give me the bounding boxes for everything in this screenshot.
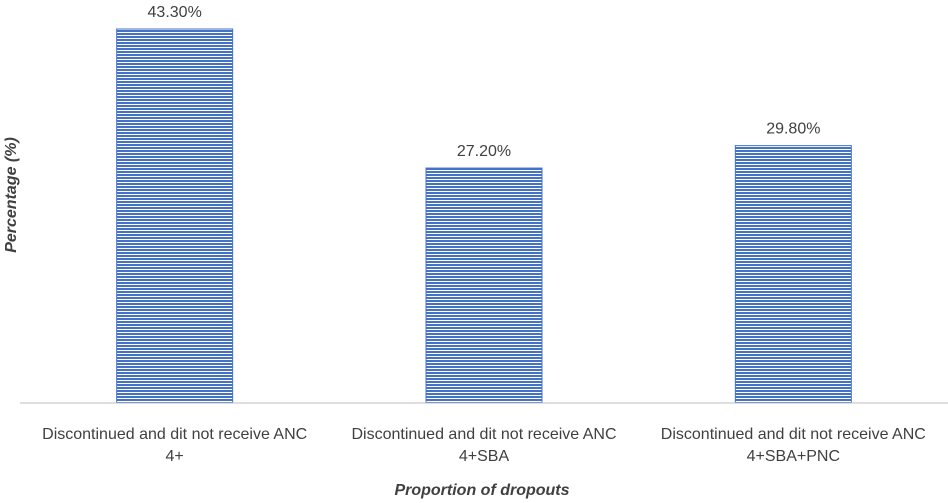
bar-3 [734,145,852,404]
x-axis-title: Proportion of dropouts [394,482,569,499]
x-tick-label-1-line-1: Discontinued and dit not receive ANC [42,426,307,443]
x-tick-label-3-line-1: Discontinued and dit not receive ANC [661,426,926,443]
y-axis-title: Percentage (%) [3,137,20,253]
x-tick-label-3-line-2: 4+SBA+PNC [747,448,840,465]
x-tick-label-2-line-1: Discontinued and dit not receive ANC [351,426,616,443]
x-tick-label-2-line-2: 4+SBA [459,448,510,465]
bar-2 [425,167,543,404]
x-tick-labels-group: Discontinued and dit not receive ANC 4+Di… [42,426,926,465]
data-label-1: 43.30% [148,4,202,21]
data-label-3: 29.80% [766,121,820,138]
bars-group [116,28,852,404]
x-tick-label-1-line-2: 4+ [166,448,184,465]
x-tick-label-1: Discontinued and dit not receive ANC 4+ [42,426,307,465]
data-label-2: 27.20% [457,143,511,160]
x-tick-label-2: Discontinued and dit not receive ANC 4+SB… [351,426,616,465]
bar-1 [116,28,234,404]
data-labels-group: 43.30% 27.20% 29.80% [148,4,821,160]
x-tick-label-3: Discontinued and dit not receive ANC 4+SB… [661,426,926,465]
